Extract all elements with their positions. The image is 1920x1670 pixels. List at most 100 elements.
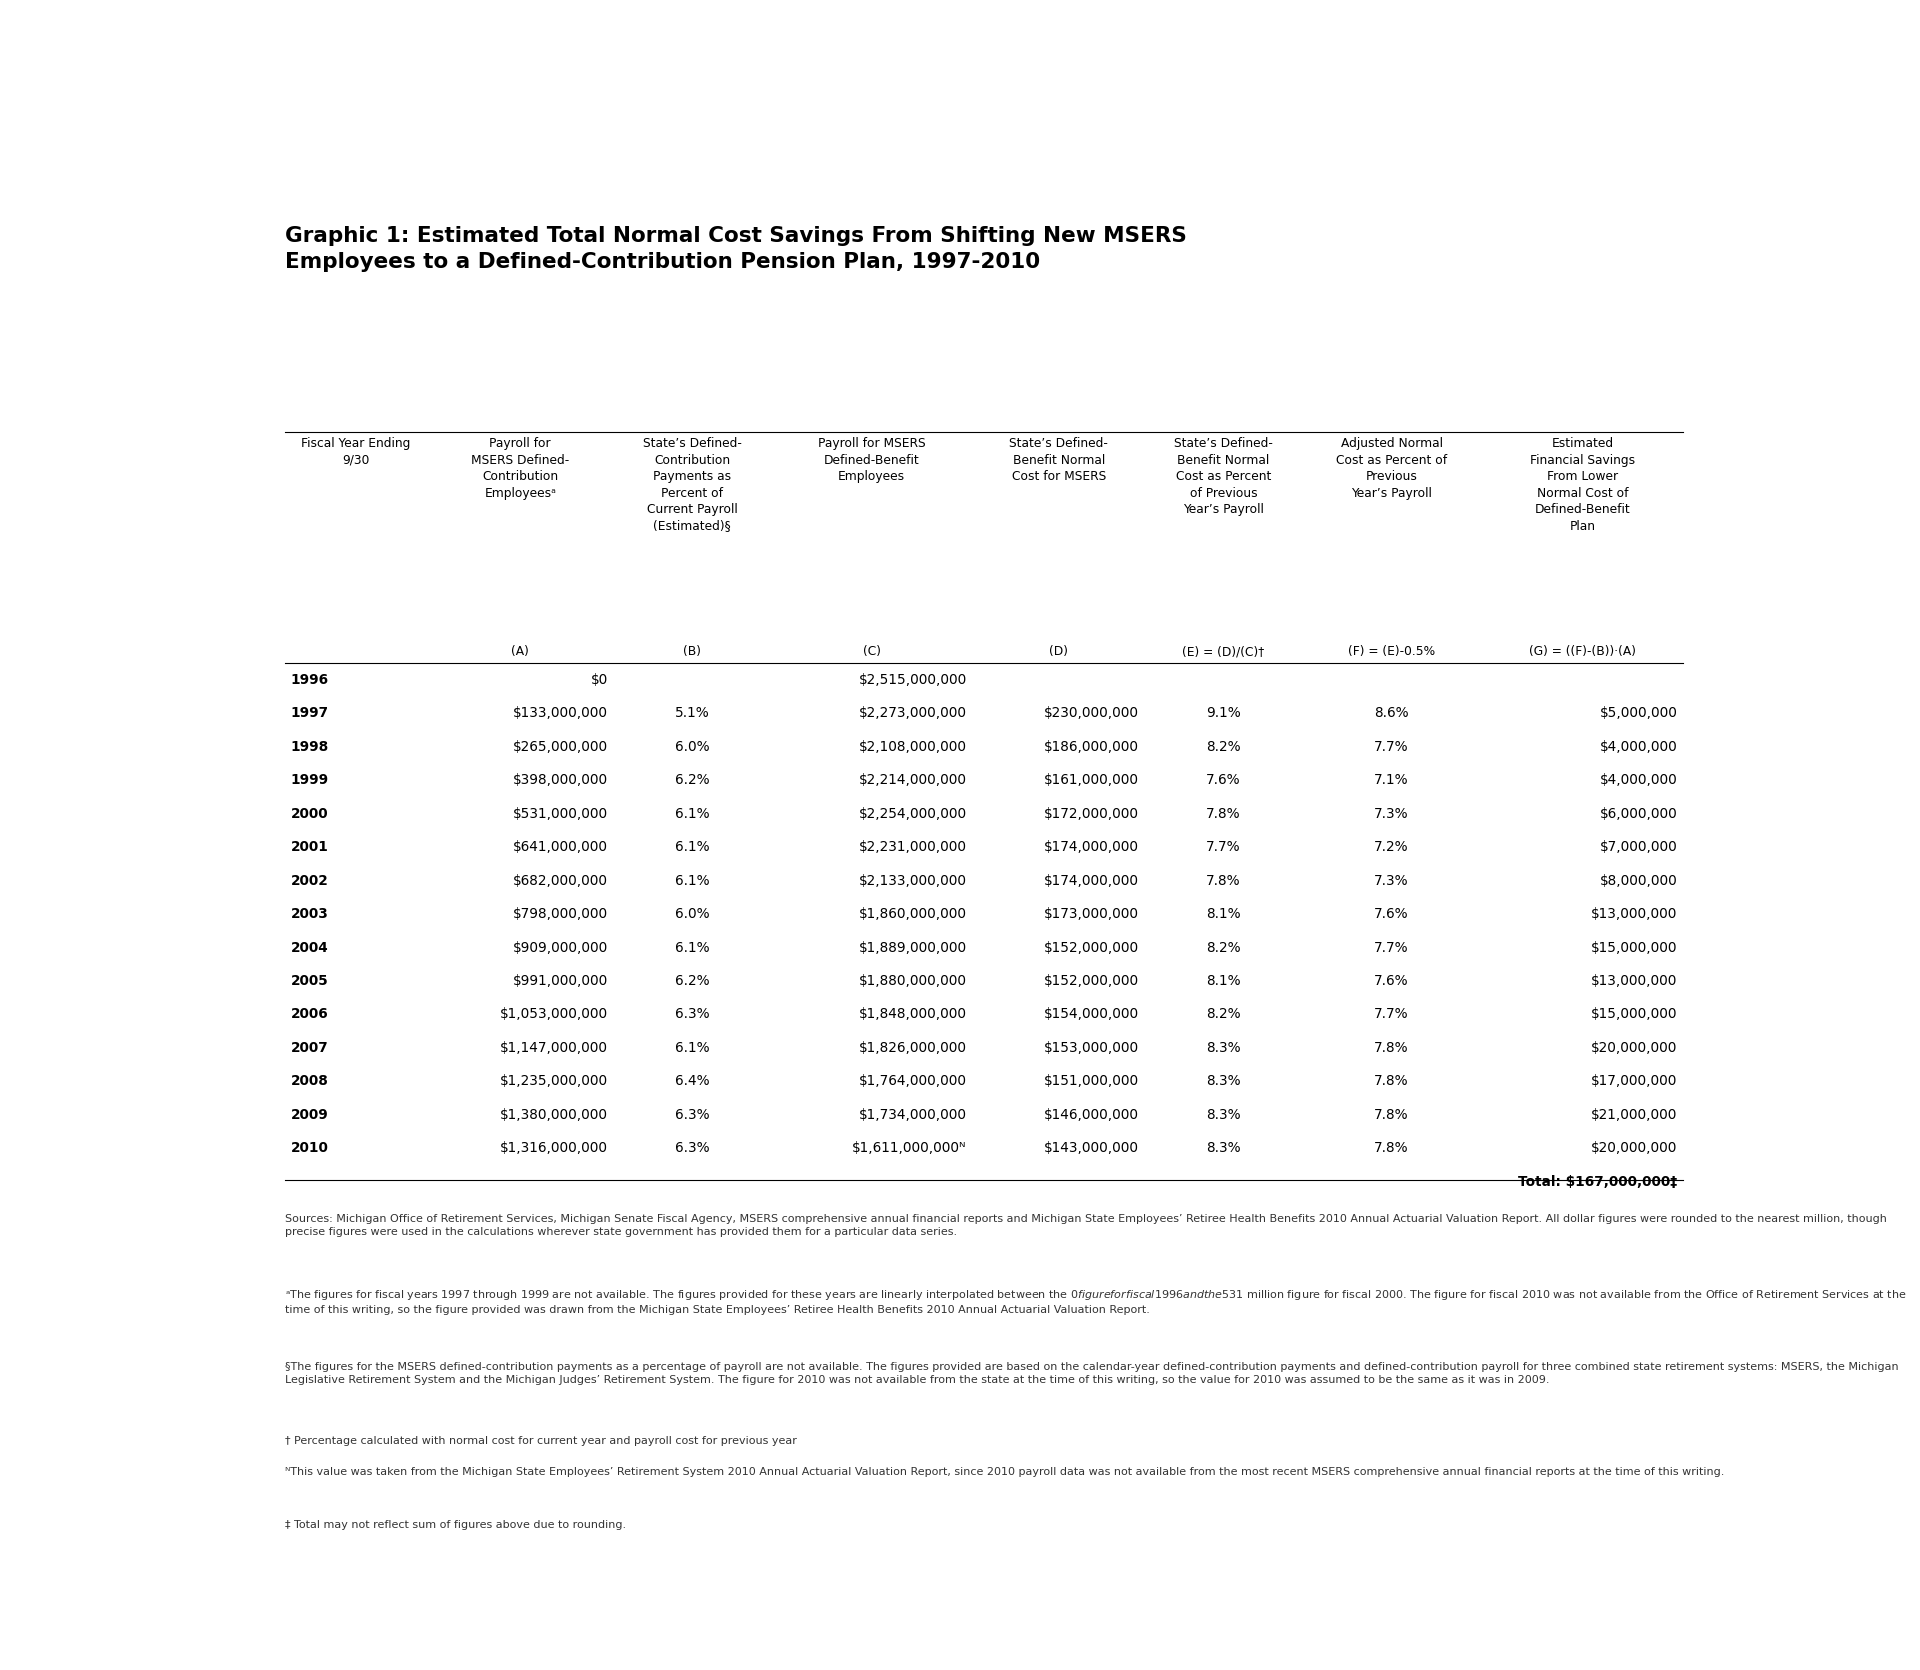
Text: 2003: 2003 xyxy=(290,907,328,922)
Text: 1998: 1998 xyxy=(290,740,328,753)
Text: (D): (D) xyxy=(1050,645,1068,658)
Text: $1,880,000,000: $1,880,000,000 xyxy=(858,974,968,989)
Text: 2009: 2009 xyxy=(290,1107,328,1122)
Text: 7.3%: 7.3% xyxy=(1375,807,1409,820)
Text: 1997: 1997 xyxy=(290,706,328,720)
Text: $2,214,000,000: $2,214,000,000 xyxy=(858,773,968,787)
Text: $152,000,000: $152,000,000 xyxy=(1044,940,1139,955)
Text: $1,848,000,000: $1,848,000,000 xyxy=(858,1007,968,1022)
Text: 6.1%: 6.1% xyxy=(676,873,710,888)
Text: $13,000,000: $13,000,000 xyxy=(1592,907,1678,922)
Text: 7.8%: 7.8% xyxy=(1375,1074,1409,1089)
Text: 8.3%: 8.3% xyxy=(1206,1074,1240,1089)
Text: $230,000,000: $230,000,000 xyxy=(1044,706,1139,720)
Text: 2006: 2006 xyxy=(290,1007,328,1022)
Text: $173,000,000: $173,000,000 xyxy=(1044,907,1139,922)
Text: $682,000,000: $682,000,000 xyxy=(513,873,609,888)
Text: ‡ Total may not reflect sum of figures above due to rounding.: ‡ Total may not reflect sum of figures a… xyxy=(284,1520,626,1530)
Text: $2,133,000,000: $2,133,000,000 xyxy=(858,873,968,888)
Text: $5,000,000: $5,000,000 xyxy=(1599,706,1678,720)
Text: 2002: 2002 xyxy=(290,873,328,888)
Text: 7.7%: 7.7% xyxy=(1375,1007,1409,1022)
Text: $909,000,000: $909,000,000 xyxy=(513,940,609,955)
Text: $172,000,000: $172,000,000 xyxy=(1044,807,1139,820)
Text: 8.1%: 8.1% xyxy=(1206,907,1240,922)
Text: 6.3%: 6.3% xyxy=(676,1141,710,1156)
Text: 7.7%: 7.7% xyxy=(1206,840,1240,855)
Text: §The figures for the MSERS defined-contribution payments as a percentage of payr: §The figures for the MSERS defined-contr… xyxy=(284,1361,1899,1384)
Text: 7.8%: 7.8% xyxy=(1206,807,1240,820)
Text: $20,000,000: $20,000,000 xyxy=(1592,1141,1678,1156)
Text: 5.1%: 5.1% xyxy=(676,706,710,720)
Text: $153,000,000: $153,000,000 xyxy=(1044,1040,1139,1055)
Text: State’s Defined-
Benefit Normal
Cost as Percent
of Previous
Year’s Payroll: State’s Defined- Benefit Normal Cost as … xyxy=(1173,438,1273,516)
Text: 7.6%: 7.6% xyxy=(1375,907,1409,922)
Text: $1,764,000,000: $1,764,000,000 xyxy=(858,1074,968,1089)
Text: 2004: 2004 xyxy=(290,940,328,955)
Text: 8.6%: 8.6% xyxy=(1375,706,1409,720)
Text: 2005: 2005 xyxy=(290,974,328,989)
Text: $1,860,000,000: $1,860,000,000 xyxy=(858,907,968,922)
Text: $20,000,000: $20,000,000 xyxy=(1592,1040,1678,1055)
Text: $146,000,000: $146,000,000 xyxy=(1044,1107,1139,1122)
Text: 7.7%: 7.7% xyxy=(1375,740,1409,753)
Text: $1,889,000,000: $1,889,000,000 xyxy=(858,940,968,955)
Text: $2,231,000,000: $2,231,000,000 xyxy=(858,840,968,855)
Text: 2008: 2008 xyxy=(290,1074,328,1089)
Text: $1,826,000,000: $1,826,000,000 xyxy=(858,1040,968,1055)
Text: Total: $167,000,000‡: Total: $167,000,000‡ xyxy=(1519,1176,1678,1189)
Text: 7.2%: 7.2% xyxy=(1375,840,1409,855)
Text: $0: $0 xyxy=(591,673,609,686)
Text: $1,611,000,000ᴺ: $1,611,000,000ᴺ xyxy=(852,1141,968,1156)
Text: $174,000,000: $174,000,000 xyxy=(1044,840,1139,855)
Text: $13,000,000: $13,000,000 xyxy=(1592,974,1678,989)
Text: 7.8%: 7.8% xyxy=(1206,873,1240,888)
Text: 8.3%: 8.3% xyxy=(1206,1107,1240,1122)
Text: $531,000,000: $531,000,000 xyxy=(513,807,609,820)
Text: 8.2%: 8.2% xyxy=(1206,940,1240,955)
Text: ᴺThis value was taken from the Michigan State Employees’ Retirement System 2010 : ᴺThis value was taken from the Michigan … xyxy=(284,1466,1724,1476)
Text: 6.0%: 6.0% xyxy=(676,907,710,922)
Text: $1,235,000,000: $1,235,000,000 xyxy=(499,1074,609,1089)
Text: $6,000,000: $6,000,000 xyxy=(1599,807,1678,820)
Text: $1,734,000,000: $1,734,000,000 xyxy=(858,1107,968,1122)
Text: 8.3%: 8.3% xyxy=(1206,1040,1240,1055)
Text: $15,000,000: $15,000,000 xyxy=(1592,940,1678,955)
Text: 6.3%: 6.3% xyxy=(676,1107,710,1122)
Text: 6.2%: 6.2% xyxy=(676,773,710,787)
Text: $17,000,000: $17,000,000 xyxy=(1592,1074,1678,1089)
Text: $7,000,000: $7,000,000 xyxy=(1599,840,1678,855)
Text: (B): (B) xyxy=(684,645,701,658)
Text: 6.1%: 6.1% xyxy=(676,840,710,855)
Text: $154,000,000: $154,000,000 xyxy=(1044,1007,1139,1022)
Text: Graphic 1: Estimated Total Normal Cost Savings From Shifting New MSERS
Employees: Graphic 1: Estimated Total Normal Cost S… xyxy=(284,225,1187,272)
Text: Sources: Michigan Office of Retirement Services, Michigan Senate Fiscal Agency, : Sources: Michigan Office of Retirement S… xyxy=(284,1214,1887,1237)
Text: $143,000,000: $143,000,000 xyxy=(1044,1141,1139,1156)
Text: 6.0%: 6.0% xyxy=(676,740,710,753)
Text: $151,000,000: $151,000,000 xyxy=(1044,1074,1139,1089)
Text: $4,000,000: $4,000,000 xyxy=(1599,740,1678,753)
Text: $398,000,000: $398,000,000 xyxy=(513,773,609,787)
Text: $186,000,000: $186,000,000 xyxy=(1044,740,1139,753)
Text: 2007: 2007 xyxy=(290,1040,328,1055)
Text: 6.1%: 6.1% xyxy=(676,1040,710,1055)
Text: ᵃThe figures for fiscal years 1997 through 1999 are not available. The figures p: ᵃThe figures for fiscal years 1997 throu… xyxy=(284,1288,1907,1314)
Text: $133,000,000: $133,000,000 xyxy=(513,706,609,720)
Text: $798,000,000: $798,000,000 xyxy=(513,907,609,922)
Text: (A): (A) xyxy=(511,645,530,658)
Text: $2,254,000,000: $2,254,000,000 xyxy=(858,807,968,820)
Text: 6.4%: 6.4% xyxy=(676,1074,710,1089)
Text: $2,273,000,000: $2,273,000,000 xyxy=(858,706,968,720)
Text: $1,147,000,000: $1,147,000,000 xyxy=(499,1040,609,1055)
Text: 7.6%: 7.6% xyxy=(1375,974,1409,989)
Text: 8.3%: 8.3% xyxy=(1206,1141,1240,1156)
Text: (F) = (E)-0.5%: (F) = (E)-0.5% xyxy=(1348,645,1436,658)
Text: $991,000,000: $991,000,000 xyxy=(513,974,609,989)
Text: 7.7%: 7.7% xyxy=(1375,940,1409,955)
Text: 7.8%: 7.8% xyxy=(1375,1107,1409,1122)
Text: Payroll for MSERS
Defined-Benefit
Employees: Payroll for MSERS Defined-Benefit Employ… xyxy=(818,438,925,483)
Text: 1999: 1999 xyxy=(290,773,328,787)
Text: (E) = (D)/(C)†: (E) = (D)/(C)† xyxy=(1183,645,1265,658)
Text: $1,380,000,000: $1,380,000,000 xyxy=(499,1107,609,1122)
Text: 7.3%: 7.3% xyxy=(1375,873,1409,888)
